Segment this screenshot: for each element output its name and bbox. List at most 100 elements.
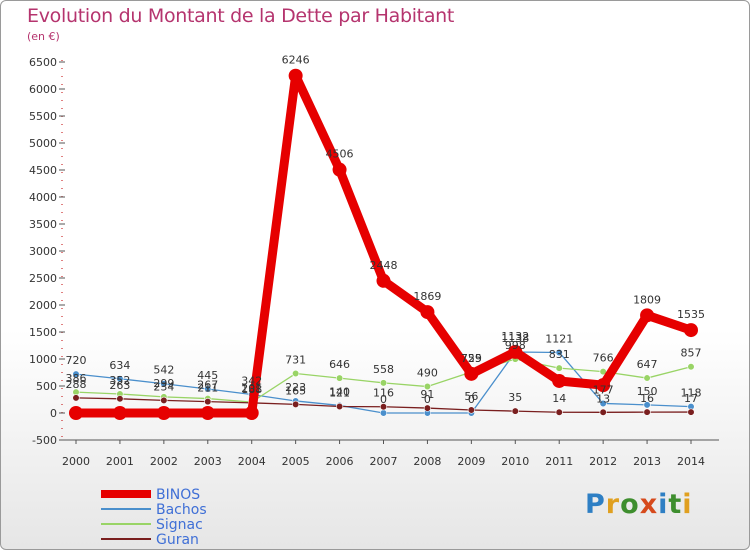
data-label: 201 xyxy=(241,382,262,395)
chart-title: Evolution du Montant de la Dette par Hab… xyxy=(27,5,455,27)
y-tick-label: 3500 xyxy=(29,218,57,231)
data-label: 121 xyxy=(329,386,350,399)
data-label: 634 xyxy=(109,359,130,372)
data-label: 831 xyxy=(549,348,570,361)
y-tick-label: 500 xyxy=(36,380,57,393)
data-label: 267 xyxy=(197,379,218,392)
series-binos xyxy=(69,68,698,420)
y-tick-label: 4500 xyxy=(29,164,57,177)
data-label: 445 xyxy=(197,369,218,382)
data-label: 116 xyxy=(373,387,394,400)
data-point xyxy=(643,374,651,382)
data-point xyxy=(204,398,212,406)
y-tick-label: 3000 xyxy=(29,245,57,258)
legend-item-signac: Signac xyxy=(101,517,203,533)
data-label: 234 xyxy=(153,380,174,393)
x-tick-label: 2011 xyxy=(545,455,573,468)
data-point xyxy=(160,380,168,388)
data-point xyxy=(420,305,435,320)
data-label: 35 xyxy=(508,391,522,404)
data-label: 4506 xyxy=(326,148,354,161)
y-tick-label: 1500 xyxy=(29,326,57,339)
data-point xyxy=(464,366,479,381)
logo-letter: t xyxy=(668,489,683,520)
logo-letter: i xyxy=(682,489,693,520)
legend-label: Signac xyxy=(156,517,203,533)
data-point xyxy=(684,323,698,338)
data-label: 211 xyxy=(197,382,218,395)
data-label: 766 xyxy=(593,352,614,365)
x-tick-label: 2007 xyxy=(370,455,398,468)
data-label: 1138 xyxy=(501,332,529,345)
data-point xyxy=(379,403,388,411)
data-label: 342 xyxy=(241,375,262,388)
data-label: 731 xyxy=(285,354,306,367)
data-label: 0 xyxy=(380,393,387,406)
data-label: 720 xyxy=(66,354,87,367)
data-label: 647 xyxy=(637,358,658,371)
data-label: 118 xyxy=(681,387,702,400)
data-point xyxy=(423,404,432,412)
data-label: 759 xyxy=(461,352,482,365)
data-point xyxy=(156,406,171,420)
data-label: 14 xyxy=(552,392,566,405)
data-point xyxy=(288,68,303,83)
unit-label: (en €) xyxy=(27,30,60,43)
logo-letter: o xyxy=(620,489,640,520)
x-tick-label: 2000 xyxy=(62,455,90,468)
data-point xyxy=(160,396,168,404)
data-label: 857 xyxy=(681,347,702,360)
data-point xyxy=(72,394,80,402)
data-label: 140 xyxy=(329,385,350,398)
x-tick-label: 2006 xyxy=(326,455,354,468)
logo-letter: P xyxy=(585,489,606,520)
data-point xyxy=(643,408,651,416)
data-point xyxy=(204,385,212,393)
data-point xyxy=(596,378,611,393)
data-point xyxy=(467,406,475,414)
data-label: 558 xyxy=(373,363,394,376)
data-label: 17 xyxy=(684,392,698,405)
data-point xyxy=(687,408,695,416)
data-label: 542 xyxy=(153,364,174,377)
data-point xyxy=(687,363,695,371)
data-point xyxy=(379,409,388,417)
data-label: 263 xyxy=(109,379,130,392)
data-point xyxy=(292,369,300,378)
data-point xyxy=(69,406,83,420)
x-tick-label: 2001 xyxy=(106,455,134,468)
legend-item-guran: Guran xyxy=(101,532,199,548)
data-label: 725 xyxy=(461,352,482,365)
data-point xyxy=(555,364,563,372)
data-point xyxy=(200,406,215,420)
x-tick-label: 2003 xyxy=(194,455,222,468)
data-point xyxy=(555,348,563,357)
logo-letter: r xyxy=(605,489,621,520)
proxiti-logo: Proxiti xyxy=(585,489,693,520)
data-point xyxy=(332,162,347,177)
y-tick-label: 1000 xyxy=(29,353,57,366)
data-point xyxy=(640,308,655,323)
data-label: 1132 xyxy=(501,330,529,343)
data-point xyxy=(643,401,651,409)
legend-label: Guran xyxy=(156,532,199,548)
legend-item-bachos: Bachos xyxy=(101,502,207,518)
legend-label: Bachos xyxy=(156,502,207,518)
data-label: 0 xyxy=(468,393,475,406)
y-tick-label: 5500 xyxy=(29,110,57,123)
data-label: 646 xyxy=(329,358,350,371)
data-label: 91 xyxy=(420,388,434,401)
logo-letter: x xyxy=(639,489,659,520)
y-tick-label: 2000 xyxy=(29,299,57,312)
data-point xyxy=(112,406,127,420)
data-point xyxy=(423,382,432,391)
data-point xyxy=(335,374,344,382)
data-label: 56 xyxy=(464,390,478,403)
data-label: 288 xyxy=(66,378,87,391)
x-tick-label: 2008 xyxy=(413,455,441,468)
x-tick-label: 2014 xyxy=(677,455,705,468)
y-tick-label: 0 xyxy=(50,407,57,420)
data-label: 165 xyxy=(285,384,306,397)
